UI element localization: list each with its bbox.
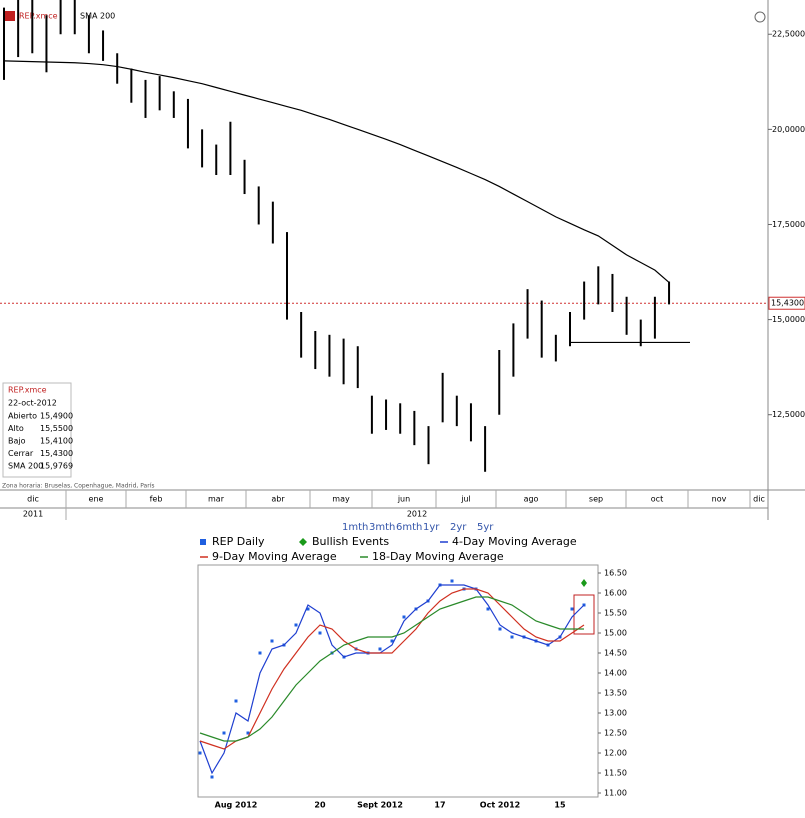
event-marker: [581, 579, 587, 587]
info-label: Alto: [8, 424, 24, 433]
period-link[interactable]: 1mth: [342, 522, 368, 533]
moving-average: [199, 596, 584, 742]
x-tick-label: 17: [434, 801, 445, 810]
symbol-icon[interactable]: [5, 11, 15, 21]
daily-marker: [402, 615, 406, 619]
month-label: oct: [651, 495, 663, 504]
last-price-label: 15,4300: [771, 299, 804, 308]
y-tick-label: 15,0000: [772, 315, 805, 324]
y-tick-label: 14.00: [604, 669, 627, 678]
legend-label: Bullish Events: [312, 535, 389, 548]
moving-average: [199, 588, 585, 750]
daily-marker: [210, 775, 214, 779]
month-label: ene: [89, 495, 104, 504]
chart-2-bg: [195, 520, 605, 818]
x-tick-label: Aug 2012: [215, 801, 258, 810]
clock-icon[interactable]: [754, 11, 766, 23]
month-label: dic: [27, 495, 39, 504]
info-label: SMA 200: [8, 462, 43, 471]
x-tick-label: 15: [554, 801, 566, 810]
legend-icon: [299, 538, 307, 546]
y-tick-label: 11.00: [604, 789, 627, 798]
chart-1-bg: [0, 0, 805, 520]
period-link[interactable]: 5yr: [477, 522, 494, 533]
daily-marker: [318, 631, 322, 635]
daily-marker: [222, 731, 226, 735]
month-label: nov: [712, 495, 727, 504]
sma-line: [3, 60, 670, 283]
last-price-tag: [768, 296, 805, 310]
legend-label: 9-Day Moving Average: [212, 550, 337, 563]
month-label: abr: [271, 495, 285, 504]
month-label: feb: [150, 495, 163, 504]
y-tick-label: 16.50: [604, 569, 627, 578]
daily-marker: [510, 635, 514, 639]
daily-marker: [270, 639, 274, 643]
month-label: sep: [589, 495, 603, 504]
y-tick-label: 17,5000: [772, 220, 805, 229]
y-tick-label: 13.00: [604, 709, 627, 718]
month-label: may: [332, 495, 350, 504]
legend-label: 4-Day Moving Average: [452, 535, 577, 548]
y-tick-label: 15.00: [604, 629, 627, 638]
daily-marker: [294, 623, 298, 627]
daily-marker: [198, 751, 202, 755]
period-link[interactable]: 1yr: [423, 522, 440, 533]
year-label: 2011: [23, 510, 43, 519]
daily-marker: [450, 579, 454, 583]
daily-marker: [498, 627, 502, 631]
y-tick-label: 14.50: [604, 649, 627, 658]
daily-marker: [246, 731, 250, 735]
info-label: Cerrar: [8, 449, 34, 458]
x-tick-label: Sept 2012: [357, 801, 403, 810]
y-tick-label: 11.50: [604, 769, 627, 778]
daily-marker: [570, 607, 574, 611]
month-label: ago: [524, 495, 539, 504]
x-tick-label: Oct 2012: [480, 801, 520, 810]
y-tick-label: 13.50: [604, 689, 627, 698]
moving-average: [199, 584, 585, 775]
y-tick-label: 22,5000: [772, 30, 805, 39]
daily-marker: [390, 639, 394, 643]
legend-label: REP Daily: [212, 535, 265, 548]
info-box: [2, 382, 72, 478]
month-label: jul: [460, 495, 471, 504]
period-link[interactable]: 2yr: [450, 522, 467, 533]
info-value: 15,4900: [40, 412, 73, 421]
info-value: 15,4100: [40, 437, 73, 446]
period-link[interactable]: 6mth: [396, 522, 422, 533]
info-value: 15,4300: [40, 449, 73, 458]
month-label: dic: [753, 495, 765, 504]
chart-2-frame: [197, 564, 599, 798]
info-symbol: REP.xmce: [8, 386, 47, 395]
info-value: 15,9769: [40, 462, 73, 471]
timezone: Zona horaria: Bruselas, Copenhague, Madr…: [2, 483, 154, 490]
daily-marker: [306, 607, 310, 611]
daily-marker: [234, 699, 238, 703]
y-tick-label: 12,5000: [772, 410, 805, 419]
indicator-menu[interactable]: SMA 200: [80, 12, 115, 21]
year-label: 2012: [407, 510, 427, 519]
period-link[interactable]: 3mth: [369, 522, 395, 533]
daily-marker: [486, 607, 490, 611]
month-label: jun: [397, 495, 410, 504]
info-value: 15,5500: [40, 424, 73, 433]
legend-label: 18-Day Moving Average: [372, 550, 504, 563]
y-tick-label: 12.50: [604, 729, 627, 738]
info-date: 22-oct-2012: [8, 399, 57, 408]
y-tick-label: 20,0000: [772, 125, 805, 134]
daily-marker: [378, 647, 382, 651]
y-tick-label: 15.50: [604, 609, 627, 618]
y-tick-label: 12.00: [604, 749, 627, 758]
symbol-menu[interactable]: REP.xmce: [19, 12, 58, 21]
info-label: Abierto: [8, 412, 37, 421]
info-label: Bajo: [8, 437, 26, 446]
daily-marker: [258, 651, 262, 655]
month-label: mar: [208, 495, 225, 504]
legend-icon: [200, 539, 206, 545]
y-tick-label: 16.00: [604, 589, 627, 598]
x-tick-label: 20: [314, 801, 326, 810]
